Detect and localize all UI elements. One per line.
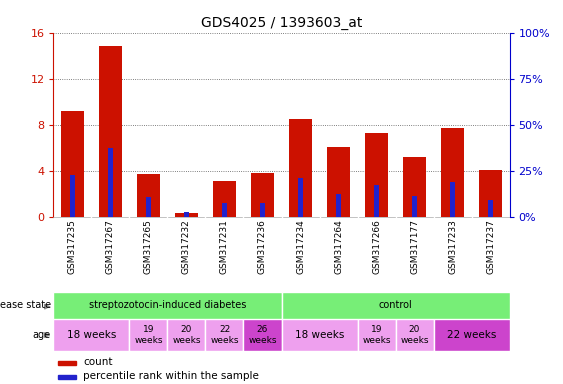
Text: GSM317231: GSM317231 [220,219,229,274]
Bar [289,119,312,217]
Bar [222,203,227,217]
Bar [53,292,282,319]
Bar [70,175,75,217]
Bar [412,196,417,217]
Text: GSM317237: GSM317237 [486,219,495,274]
Bar [336,194,341,217]
Bar [434,319,510,351]
Bar [403,157,426,217]
Bar [58,361,77,366]
Text: GSM317235: GSM317235 [68,219,77,274]
Bar [213,181,236,217]
Bar [137,174,160,217]
Bar [395,319,434,351]
Text: 18 weeks: 18 weeks [295,330,344,340]
Bar [146,197,151,217]
Text: streptozotocin-induced diabetes: streptozotocin-induced diabetes [89,300,246,310]
Text: GSM317236: GSM317236 [258,219,267,274]
Bar [282,319,358,351]
Text: GSM317264: GSM317264 [334,219,343,274]
Text: GSM317266: GSM317266 [372,219,381,274]
Text: 19
weeks: 19 weeks [362,325,391,345]
Text: GSM317233: GSM317233 [448,219,457,274]
Text: GSM317234: GSM317234 [296,219,305,274]
Bar [488,200,493,217]
Text: disease state: disease state [0,300,51,310]
Bar [168,319,205,351]
Text: age: age [33,330,51,340]
Bar [129,319,168,351]
Text: GSM317267: GSM317267 [106,219,115,274]
Text: percentile rank within the sample: percentile rank within the sample [83,371,259,381]
Bar [251,173,274,217]
Bar [175,213,198,217]
Bar [53,319,129,351]
Bar [358,319,395,351]
Bar [99,46,122,217]
Text: GSM317265: GSM317265 [144,219,153,274]
Bar [450,182,455,217]
Bar [108,148,113,217]
Bar [184,212,189,217]
Title: GDS4025 / 1393603_at: GDS4025 / 1393603_at [201,16,362,30]
Text: GSM317232: GSM317232 [182,219,191,274]
Text: count: count [83,358,113,367]
Text: 26
weeks: 26 weeks [248,325,277,345]
Bar [298,178,303,217]
Bar [365,133,388,217]
Text: 18 weeks: 18 weeks [67,330,116,340]
Bar [58,374,77,379]
Text: GSM317177: GSM317177 [410,219,419,274]
Text: 20
weeks: 20 weeks [400,325,429,345]
Bar [441,128,464,217]
Text: 22 weeks: 22 weeks [447,330,496,340]
Bar [479,170,502,217]
Bar [205,319,243,351]
Text: 19
weeks: 19 weeks [134,325,163,345]
Bar [243,319,282,351]
Text: 22
weeks: 22 weeks [210,325,239,345]
Bar [282,292,510,319]
Bar [61,111,84,217]
Text: 20
weeks: 20 weeks [172,325,201,345]
Bar [374,185,379,217]
Text: control: control [379,300,412,310]
Bar [260,203,265,217]
Bar [327,147,350,217]
